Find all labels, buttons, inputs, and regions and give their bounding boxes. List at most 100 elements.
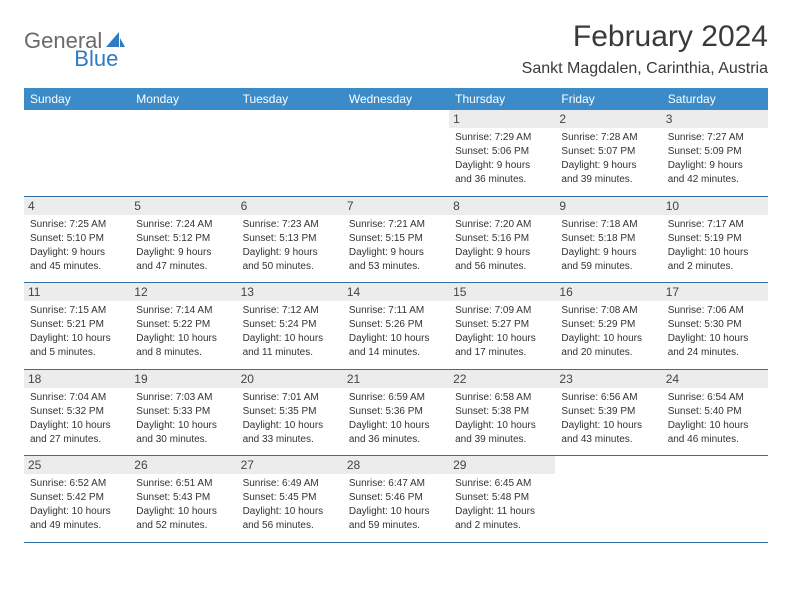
day-info-line: Sunrise: 7:21 AM [349, 218, 443, 231]
day-info-line: and 33 minutes. [243, 433, 337, 446]
day-number: 11 [24, 283, 130, 301]
day-info-line: and 17 minutes. [455, 346, 549, 359]
day-info-line: and 52 minutes. [136, 519, 230, 532]
dow-header-cell: Thursday [449, 88, 555, 110]
day-info-line: Sunrise: 6:58 AM [455, 391, 549, 404]
day-info: Sunrise: 7:21 AMSunset: 5:15 PMDaylight:… [349, 218, 443, 273]
day-info-line: and 59 minutes. [561, 260, 655, 273]
day-info-line: and 47 minutes. [136, 260, 230, 273]
day-info-line: Daylight: 10 hours [455, 419, 549, 432]
day-info-line: Sunset: 5:27 PM [455, 318, 549, 331]
day-number: 6 [237, 197, 343, 215]
day-info: Sunrise: 6:52 AMSunset: 5:42 PMDaylight:… [30, 477, 124, 532]
day-info: Sunrise: 7:24 AMSunset: 5:12 PMDaylight:… [136, 218, 230, 273]
day-info-line: Sunset: 5:16 PM [455, 232, 549, 245]
calendar-day-cell: 29Sunrise: 6:45 AMSunset: 5:48 PMDayligh… [449, 456, 555, 542]
calendar-day-cell: 14Sunrise: 7:11 AMSunset: 5:26 PMDayligh… [343, 283, 449, 369]
day-info-line: Sunrise: 7:17 AM [668, 218, 762, 231]
day-info-line: Sunrise: 7:06 AM [668, 304, 762, 317]
day-number: 5 [130, 197, 236, 215]
calendar-empty-cell [555, 456, 661, 542]
header-row: General Blue February 2024 Sankt Magdale… [24, 20, 768, 78]
day-info-line: Sunset: 5:21 PM [30, 318, 124, 331]
calendar-day-cell: 4Sunrise: 7:25 AMSunset: 5:10 PMDaylight… [24, 197, 130, 283]
day-info-line: Sunrise: 7:29 AM [455, 131, 549, 144]
logo: General Blue [24, 20, 172, 54]
day-number: 1 [449, 110, 555, 128]
day-info-line: Daylight: 10 hours [30, 419, 124, 432]
day-info: Sunrise: 7:15 AMSunset: 5:21 PMDaylight:… [30, 304, 124, 359]
day-number: 18 [24, 370, 130, 388]
day-info-line: and 36 minutes. [455, 173, 549, 186]
calendar-day-cell: 21Sunrise: 6:59 AMSunset: 5:36 PMDayligh… [343, 370, 449, 456]
day-info-line: Sunrise: 7:25 AM [30, 218, 124, 231]
day-number: 28 [343, 456, 449, 474]
month-title: February 2024 [522, 20, 768, 54]
dow-header-cell: Friday [555, 88, 661, 110]
day-info: Sunrise: 6:49 AMSunset: 5:45 PMDaylight:… [243, 477, 337, 532]
day-info-line: Sunrise: 6:51 AM [136, 477, 230, 490]
calendar-day-cell: 19Sunrise: 7:03 AMSunset: 5:33 PMDayligh… [130, 370, 236, 456]
day-info-line: Daylight: 10 hours [455, 332, 549, 345]
day-info-line: Sunset: 5:15 PM [349, 232, 443, 245]
day-number: 9 [555, 197, 661, 215]
title-block: February 2024 Sankt Magdalen, Carinthia,… [522, 20, 768, 78]
calendar-week-row: 11 Sunrise: 7:15 AMSunset: 5:21 PMDayligh… [24, 283, 768, 369]
day-info-line: Sunrise: 7:18 AM [561, 218, 655, 231]
day-info-line: Daylight: 9 hours [30, 246, 124, 259]
calendar-day-cell: 17Sunrise: 7:06 AMSunset: 5:30 PMDayligh… [662, 283, 768, 369]
day-info-line: Daylight: 9 hours [243, 246, 337, 259]
day-number: 17 [662, 283, 768, 301]
day-number: 27 [237, 456, 343, 474]
day-info-line: Daylight: 10 hours [349, 505, 443, 518]
day-info-line: Sunrise: 7:01 AM [243, 391, 337, 404]
day-info-line: Daylight: 10 hours [668, 332, 762, 345]
calendar-day-cell: 28Sunrise: 6:47 AMSunset: 5:46 PMDayligh… [343, 456, 449, 542]
dow-header-cell: Monday [130, 88, 236, 110]
day-info-line: Daylight: 10 hours [561, 419, 655, 432]
day-info: Sunrise: 7:03 AMSunset: 5:33 PMDaylight:… [136, 391, 230, 446]
day-info-line: Daylight: 10 hours [243, 505, 337, 518]
calendar-empty-cell [24, 110, 130, 196]
day-info-line: Sunset: 5:35 PM [243, 405, 337, 418]
day-number: 7 [343, 197, 449, 215]
day-number: 23 [555, 370, 661, 388]
day-info-line: and 53 minutes. [349, 260, 443, 273]
calendar-day-cell: 20Sunrise: 7:01 AMSunset: 5:35 PMDayligh… [237, 370, 343, 456]
calendar-day-cell: 24Sunrise: 6:54 AMSunset: 5:40 PMDayligh… [662, 370, 768, 456]
day-info-line: Daylight: 10 hours [136, 419, 230, 432]
day-info: Sunrise: 7:17 AMSunset: 5:19 PMDaylight:… [668, 218, 762, 273]
day-number: 21 [343, 370, 449, 388]
calendar-day-cell: 6Sunrise: 7:23 AMSunset: 5:13 PMDaylight… [237, 197, 343, 283]
day-info-line: Sunrise: 6:54 AM [668, 391, 762, 404]
day-info-line: Daylight: 10 hours [668, 419, 762, 432]
day-number: 29 [449, 456, 555, 474]
dow-header-cell: Sunday [24, 88, 130, 110]
calendar-day-cell: 10 Sunrise: 7:17 AMSunset: 5:19 PMDayligh… [662, 197, 768, 283]
day-info-line: Sunrise: 7:27 AM [668, 131, 762, 144]
day-info-line: and 39 minutes. [561, 173, 655, 186]
day-info-line: and 2 minutes. [455, 519, 549, 532]
day-info-line: Sunset: 5:32 PM [30, 405, 124, 418]
dow-header-row: SundayMondayTuesdayWednesdayThursdayFrid… [24, 88, 768, 110]
day-info-line: Sunset: 5:36 PM [349, 405, 443, 418]
day-number: 10 [662, 197, 768, 215]
day-info-line: Daylight: 9 hours [668, 159, 762, 172]
day-info-line: Daylight: 10 hours [136, 332, 230, 345]
day-info-line: Sunset: 5:10 PM [30, 232, 124, 245]
calendar-day-cell: 3Sunrise: 7:27 AMSunset: 5:09 PMDaylight… [662, 110, 768, 196]
day-info-line: and 56 minutes. [243, 519, 337, 532]
day-info-line: Sunset: 5:38 PM [455, 405, 549, 418]
location-text: Sankt Magdalen, Carinthia, Austria [522, 60, 768, 78]
day-info-line: and 11 minutes. [243, 346, 337, 359]
calendar-day-cell: 25Sunrise: 6:52 AMSunset: 5:42 PMDayligh… [24, 456, 130, 542]
day-info-line: Sunrise: 7:04 AM [30, 391, 124, 404]
day-info: Sunrise: 7:27 AMSunset: 5:09 PMDaylight:… [668, 131, 762, 186]
day-info-line: Sunset: 5:06 PM [455, 145, 549, 158]
calendar-page: General Blue February 2024 Sankt Magdale… [0, 0, 792, 563]
day-info-line: Sunset: 5:12 PM [136, 232, 230, 245]
day-info-line: Daylight: 10 hours [30, 332, 124, 345]
day-info-line: and 39 minutes. [455, 433, 549, 446]
day-info-line: Daylight: 10 hours [561, 332, 655, 345]
day-info-line: and 45 minutes. [30, 260, 124, 273]
